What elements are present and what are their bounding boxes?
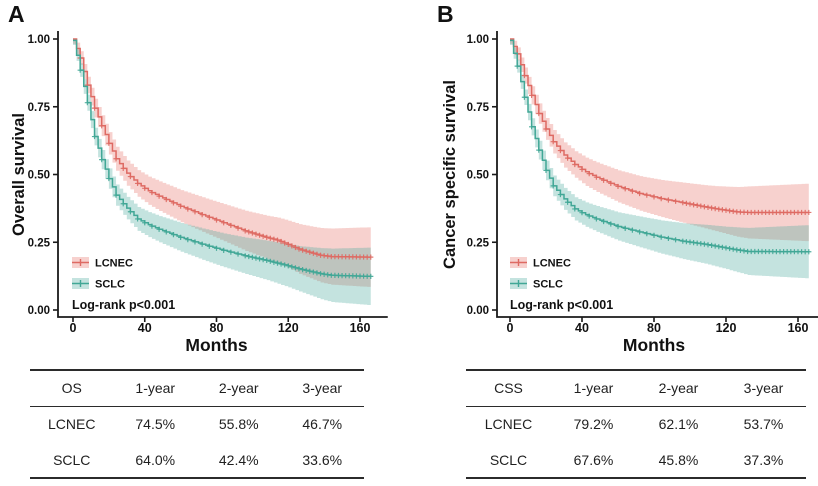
lcnec-legend-glyph — [510, 259, 527, 266]
table-cell: 79.2% — [573, 416, 614, 433]
x-axis-title: Months — [623, 335, 685, 355]
table-header-cell: 2-year — [636, 370, 721, 407]
km-plot-overall-survival: 0.00 0.25 0.50 0.75 1.00 0 40 80 120 160 Months Ove… — [8, 1, 388, 355]
table-header-row: OS 1-year 2-year 3-year — [30, 370, 364, 407]
table-row: LCNEC 79.2% 62.1% 53.7% — [466, 406, 806, 442]
sclc-censor-marks — [514, 63, 812, 255]
table-row: SCLC 64.0% 42.4% 33.6% — [30, 442, 364, 478]
survival-rate-table: CSS 1-year 2-year 3-year LCNEC 79.2% 62.… — [466, 369, 806, 479]
row-label: LCNEC — [48, 416, 96, 433]
y-tick-label: 0.25 — [28, 237, 51, 249]
survival-rate-table: OS 1-year 2-year 3-year LCNEC 74.5% 55.8… — [30, 369, 364, 479]
sclc-confidence-ribbon — [510, 39, 809, 279]
y-tick-label: 0.50 — [28, 170, 50, 182]
x-tick-label: 160 — [788, 321, 809, 335]
table-cell: 74.5% — [135, 416, 176, 433]
x-tick-label: 0 — [70, 321, 77, 335]
y-tick-label: 0.00 — [467, 305, 489, 317]
y-tick-label: 1.00 — [28, 34, 50, 46]
table-header-cell: OS — [30, 370, 114, 407]
table-header-cell: 1-year — [113, 370, 197, 407]
table-header-row: CSS 1-year 2-year 3-year — [466, 370, 806, 407]
x-tick-label: 160 — [350, 321, 371, 335]
x-tick-label: 40 — [575, 321, 589, 335]
axis-lines — [57, 31, 388, 318]
table-cell: 62.1% — [658, 416, 699, 433]
panel-letter: A — [8, 1, 25, 27]
x-tick-label: 0 — [507, 321, 514, 335]
table-cell: 37.3% — [743, 451, 784, 468]
os-survival-table: OS 1-year 2-year 3-year LCNEC 74.5% 55.8… — [30, 369, 364, 479]
y-tick-label: 1.00 — [467, 34, 489, 46]
y-tick-label: 0.00 — [28, 305, 50, 317]
row-label: LCNEC — [484, 416, 533, 433]
table-cell: 64.0% — [135, 451, 176, 468]
logrank-annotation: Log-rank p<0.001 — [510, 298, 613, 312]
table-row: SCLC 67.6% 45.8% 37.3% — [466, 442, 806, 478]
table-header-cell: 3-year — [280, 370, 364, 407]
css-survival-table: CSS 1-year 2-year 3-year LCNEC 79.2% 62.… — [466, 369, 806, 479]
x-tick-label: 40 — [138, 321, 152, 335]
x-axis-title: Months — [185, 335, 247, 355]
y-tick-label: 0.50 — [467, 170, 489, 182]
table-header-cell: 1-year — [551, 370, 636, 407]
table-cell: 67.6% — [573, 451, 614, 468]
sclc-censor-marks — [77, 67, 374, 279]
y-tick-label: 0.75 — [467, 102, 490, 114]
table-row: LCNEC 74.5% 55.8% 46.7% — [30, 406, 364, 442]
x-tick-label: 80 — [210, 321, 224, 335]
sclc-legend-glyph — [510, 280, 527, 287]
x-tick-label: 120 — [716, 321, 737, 335]
sclc-confidence-ribbon — [73, 39, 371, 306]
table-cell: 55.8% — [218, 416, 259, 433]
panel-letter: B — [437, 1, 454, 27]
axis-lines — [496, 31, 818, 318]
legend-label: SCLC — [533, 279, 563, 291]
km-plot-cancer-specific-survival: 0.00 0.25 0.50 0.75 1.00 0 40 80 120 160 Months Can… — [437, 1, 818, 355]
table-cell: 45.8% — [658, 451, 699, 468]
y-tick-label: 0.75 — [28, 102, 51, 114]
table-header-cell: 3-year — [721, 370, 806, 407]
row-label: SCLC — [489, 451, 528, 468]
x-tick-label: 120 — [278, 321, 299, 335]
logrank-annotation: Log-rank p<0.001 — [72, 298, 175, 312]
table-cell: 53.7% — [743, 416, 784, 433]
legend-label: LCNEC — [95, 258, 133, 270]
table-cell: 33.6% — [302, 451, 343, 468]
table-header-cell: 2-year — [197, 370, 281, 407]
y-axis-title: Cancer specific survival — [441, 80, 459, 269]
row-label: SCLC — [53, 451, 91, 468]
table-header-cell: CSS — [466, 370, 551, 407]
legend-label: LCNEC — [533, 258, 571, 270]
table-cell: 46.7% — [302, 416, 343, 433]
lcnec-legend-glyph — [72, 259, 89, 266]
y-axis-title: Overall survival — [10, 113, 28, 236]
lcnec-confidence-ribbon — [510, 39, 809, 242]
legend-label: SCLC — [95, 279, 125, 291]
sclc-legend-glyph — [72, 280, 89, 287]
x-tick-label: 80 — [647, 321, 661, 335]
y-tick-label: 0.25 — [467, 237, 490, 249]
table-cell: 42.4% — [218, 451, 259, 468]
lcnec-confidence-ribbon — [73, 39, 371, 288]
